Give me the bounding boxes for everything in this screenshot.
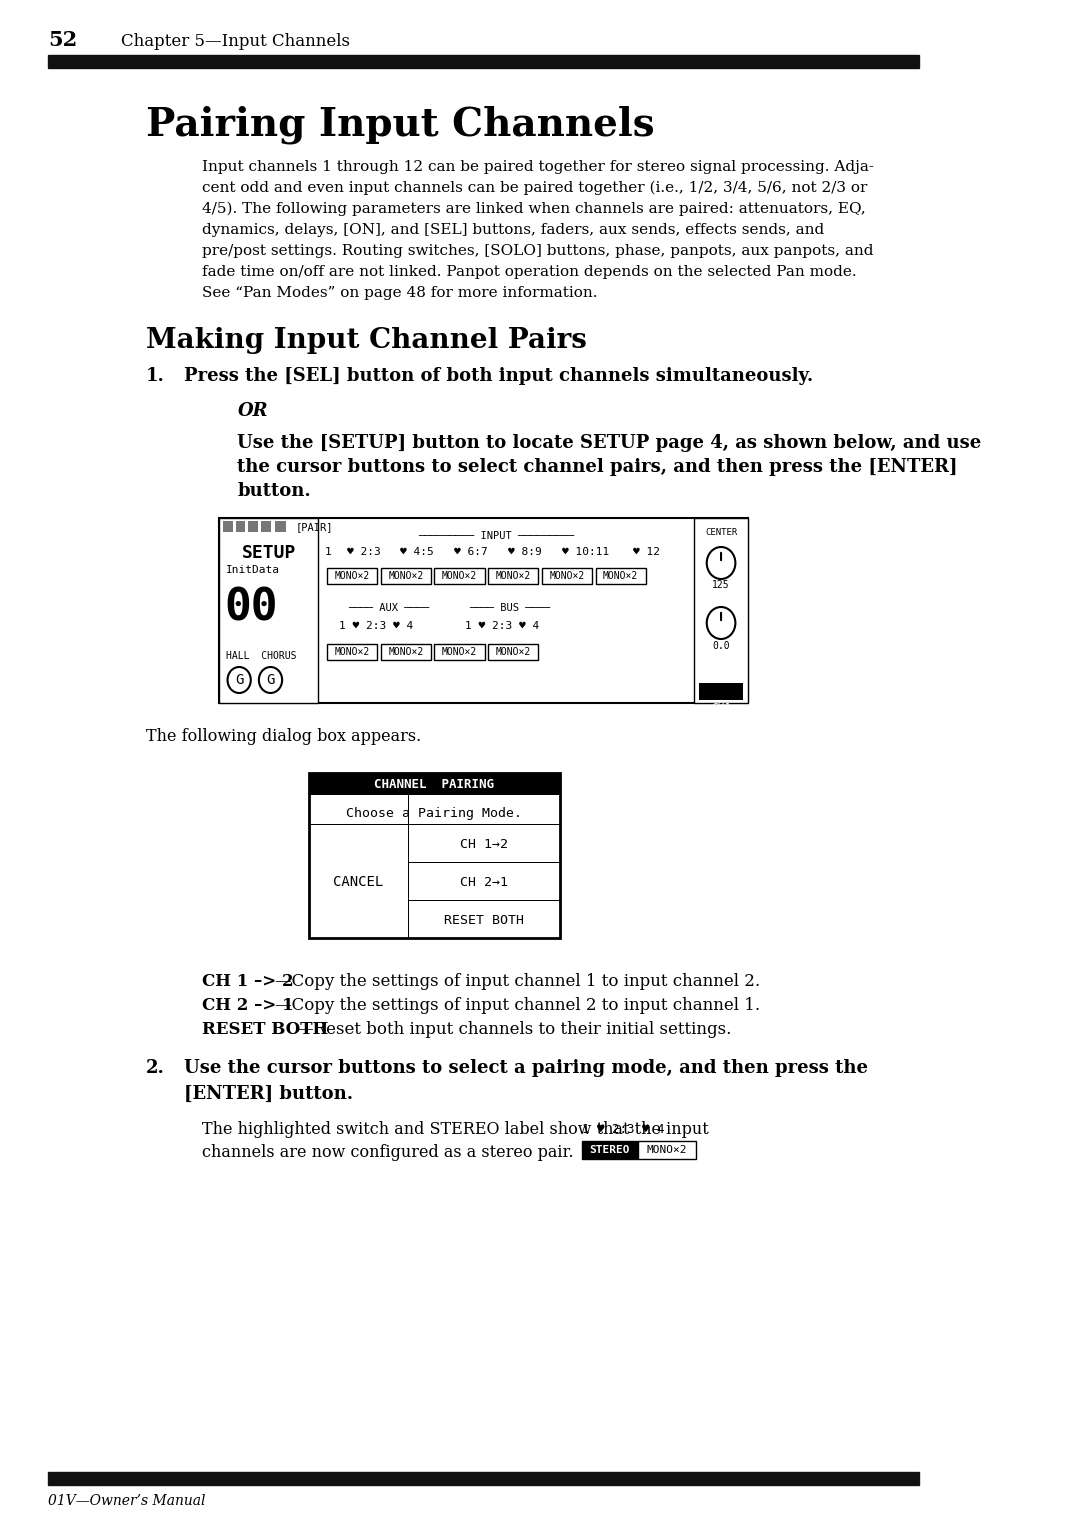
Bar: [224, 521, 233, 532]
Text: ──── BUS ────: ──── BUS ────: [469, 604, 551, 613]
Bar: [327, 643, 377, 660]
Bar: [542, 568, 592, 584]
Text: the cursor buttons to select channel pairs, and then press the [ENTER]: the cursor buttons to select channel pai…: [238, 458, 958, 477]
Text: 4/5). The following parameters are linked when channels are paired: attenuators,: 4/5). The following parameters are linke…: [202, 202, 865, 217]
Text: ───────── INPUT ─────────: ───────── INPUT ─────────: [418, 532, 575, 541]
Text: 52: 52: [49, 31, 78, 50]
Text: MONO×2: MONO×2: [442, 571, 477, 581]
Text: ──── AUX ────: ──── AUX ────: [348, 604, 430, 613]
Text: SETUP: SETUP: [242, 544, 296, 562]
Text: MONO×2: MONO×2: [603, 571, 638, 581]
Bar: [582, 1141, 638, 1160]
Text: ♥ 2:3: ♥ 2:3: [347, 547, 380, 558]
Text: 1 ♥ 2:3 ♥ 4: 1 ♥ 2:3 ♥ 4: [464, 620, 539, 631]
Text: 1.: 1.: [146, 367, 165, 385]
Text: The following dialog box appears.: The following dialog box appears.: [146, 727, 421, 746]
Text: Press the [SEL] button of both input channels simultaneously.: Press the [SEL] button of both input cha…: [184, 367, 813, 385]
Text: CH 2 –> 1: CH 2 –> 1: [202, 996, 293, 1015]
Bar: [327, 568, 377, 584]
Bar: [699, 683, 743, 700]
Text: MONO×2: MONO×2: [496, 646, 531, 657]
Text: CH 1→2: CH 1→2: [460, 837, 508, 851]
Text: —Reset both input channels to their initial settings.: —Reset both input channels to their init…: [297, 1021, 732, 1038]
Text: 00: 00: [224, 587, 278, 630]
Text: ♥ 8:9: ♥ 8:9: [508, 547, 542, 558]
Bar: [49, 55, 919, 69]
Bar: [434, 568, 485, 584]
Text: 2.: 2.: [146, 1059, 165, 1077]
Text: The highlighted switch and STEREO label show that the input: The highlighted switch and STEREO label …: [202, 1122, 708, 1138]
Text: cent odd and even input channels can be paired together (i.e., 1/2, 3/4, 5/6, no: cent odd and even input channels can be …: [202, 180, 867, 196]
Text: 1: 1: [325, 547, 332, 558]
Text: 1 ♥ 2:3 ♥ 4: 1 ♥ 2:3 ♥ 4: [339, 620, 414, 631]
Text: CANCEL: CANCEL: [333, 876, 383, 889]
Text: CH 1 –> 2: CH 1 –> 2: [202, 973, 293, 990]
Bar: [488, 568, 538, 584]
Text: Choose a Pairing Mode.: Choose a Pairing Mode.: [347, 807, 523, 819]
Bar: [275, 521, 286, 532]
Text: G: G: [235, 672, 243, 688]
Text: Use the cursor buttons to select a pairing mode, and then press the: Use the cursor buttons to select a pairi…: [184, 1059, 867, 1077]
Bar: [596, 568, 646, 584]
Text: 01V—Owner’s Manual: 01V—Owner’s Manual: [49, 1494, 206, 1508]
Text: MONO×2: MONO×2: [647, 1144, 687, 1155]
Text: CH 2→1: CH 2→1: [460, 876, 508, 888]
Bar: [219, 518, 318, 703]
Text: Making Input Channel Pairs: Making Input Channel Pairs: [146, 327, 586, 354]
Bar: [380, 568, 431, 584]
Text: CH1: CH1: [711, 703, 731, 714]
Bar: [309, 773, 559, 938]
Bar: [434, 643, 485, 660]
Text: Use the [SETUP] button to locate SETUP page 4, as shown below, and use: Use the [SETUP] button to locate SETUP p…: [238, 434, 982, 452]
Text: fade time on/off are not linked. Panpot operation depends on the selected Pan mo: fade time on/off are not linked. Panpot …: [202, 264, 856, 280]
Text: InitData: InitData: [226, 565, 280, 575]
Text: ♥ 10:11: ♥ 10:11: [562, 547, 609, 558]
Text: G: G: [267, 672, 274, 688]
Text: MONO×2: MONO×2: [550, 571, 584, 581]
Text: ♥ 12: ♥ 12: [633, 547, 660, 558]
Bar: [380, 643, 431, 660]
Text: OR: OR: [238, 402, 268, 420]
Bar: [309, 773, 559, 795]
Text: Pairing Input Channels: Pairing Input Channels: [146, 105, 654, 144]
Text: RESET BOTH: RESET BOTH: [444, 914, 524, 926]
Text: MONO×2: MONO×2: [388, 646, 423, 657]
Text: 1 ♥ 2:3 ♥ 4: 1 ♥ 2:3 ♥ 4: [582, 1123, 664, 1135]
Text: CENTER: CENTER: [705, 527, 738, 536]
Text: —Copy the settings of input channel 2 to input channel 1.: —Copy the settings of input channel 2 to…: [275, 996, 760, 1015]
Text: 125: 125: [712, 581, 730, 590]
Bar: [248, 521, 258, 532]
Text: button.: button.: [238, 481, 311, 500]
Text: MONO×2: MONO×2: [335, 571, 369, 581]
Text: ♥ 4:5: ♥ 4:5: [401, 547, 434, 558]
Text: Chapter 5—Input Channels: Chapter 5—Input Channels: [121, 34, 350, 50]
Text: See “Pan Modes” on page 48 for more information.: See “Pan Modes” on page 48 for more info…: [202, 286, 597, 299]
Text: MONO×2: MONO×2: [442, 646, 477, 657]
Text: RESET BOTH: RESET BOTH: [202, 1021, 328, 1038]
Bar: [407, 795, 409, 938]
Text: HALL  CHORUS: HALL CHORUS: [226, 651, 296, 662]
Bar: [488, 643, 538, 660]
Text: [PAIR]: [PAIR]: [296, 523, 333, 532]
Text: 0.0: 0.0: [712, 642, 730, 651]
Text: MONO×2: MONO×2: [496, 571, 531, 581]
Text: —Copy the settings of input channel 1 to input channel 2.: —Copy the settings of input channel 1 to…: [275, 973, 760, 990]
Bar: [49, 1471, 919, 1485]
Text: channels are now configured as a stereo pair.: channels are now configured as a stereo …: [202, 1144, 573, 1161]
Bar: [235, 521, 245, 532]
Bar: [638, 1141, 696, 1160]
Text: STEREO: STEREO: [590, 1144, 631, 1155]
Bar: [260, 521, 270, 532]
Text: MONO×2: MONO×2: [388, 571, 423, 581]
Text: [ENTER] button.: [ENTER] button.: [184, 1085, 353, 1103]
Text: dynamics, delays, [ON], and [SEL] buttons, faders, aux sends, effects sends, and: dynamics, delays, [ON], and [SEL] button…: [202, 223, 824, 237]
Text: pre/post settings. Routing switches, [SOLO] buttons, phase, panpots, aux panpots: pre/post settings. Routing switches, [SO…: [202, 244, 873, 258]
Text: ♥ 6:7: ♥ 6:7: [454, 547, 488, 558]
Bar: [694, 518, 748, 703]
Text: MONO×2: MONO×2: [335, 646, 369, 657]
Text: Input channels 1 through 12 can be paired together for stereo signal processing.: Input channels 1 through 12 can be paire…: [202, 160, 874, 174]
Text: CHANNEL  PAIRING: CHANNEL PAIRING: [375, 778, 495, 790]
Bar: [219, 518, 748, 703]
